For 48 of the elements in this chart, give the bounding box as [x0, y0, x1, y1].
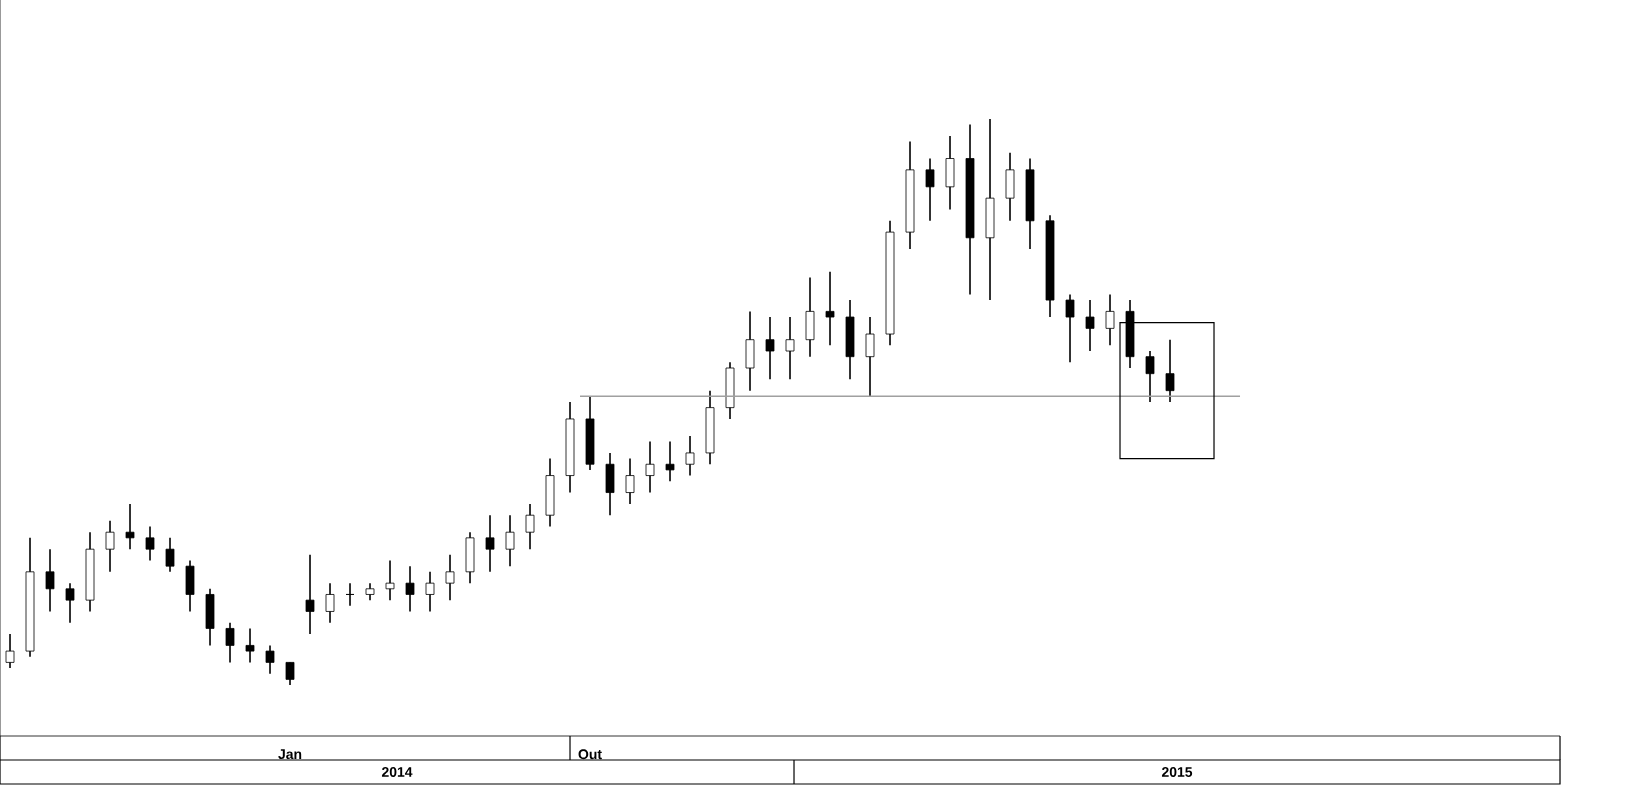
candlestick: [765, 316, 775, 381]
candlestick: [45, 548, 55, 613]
candlestick: [845, 299, 855, 381]
candlestick: [325, 582, 335, 624]
candlestick: [865, 316, 875, 398]
candlestick: [1085, 299, 1095, 352]
candlestick: [785, 316, 795, 381]
candlestick: [825, 270, 835, 347]
candlestick: [1005, 152, 1015, 222]
candlestick: [185, 559, 195, 613]
candlestick: [105, 520, 115, 573]
candlestick: [5, 633, 15, 669]
candlestick: [205, 588, 215, 647]
candlestick: [985, 118, 995, 301]
candlestick: [805, 276, 815, 358]
candlestick: [1165, 338, 1175, 403]
candlestick: [705, 389, 715, 466]
candlestick: [505, 514, 515, 567]
candlestick: [265, 644, 275, 675]
candlestick: [405, 565, 415, 613]
candlestick: [225, 621, 235, 664]
candlestick: [445, 554, 455, 601]
candlestick: [425, 571, 435, 613]
candlestick: [485, 514, 495, 573]
candlestick: [685, 435, 695, 477]
candlestick: [465, 531, 475, 584]
candlestick: [525, 503, 535, 550]
candlestick: [65, 582, 75, 624]
candlestick: [745, 310, 755, 392]
candlestick: [125, 503, 135, 550]
candlestick: [285, 661, 295, 686]
candlestick: [725, 361, 735, 420]
candlestick: [245, 627, 255, 664]
candlestick: [925, 157, 935, 222]
candlestick: [545, 457, 555, 528]
candlestick: [1145, 350, 1155, 403]
candlestick: [625, 457, 635, 505]
candlestick: [1105, 293, 1115, 347]
candlestick: [945, 135, 955, 211]
candlestick: [1065, 293, 1075, 364]
candlestick: [665, 440, 675, 483]
candlestick: [385, 559, 395, 601]
candlestick: [145, 525, 155, 562]
candlestick: [605, 452, 615, 516]
candlestick: [305, 554, 315, 635]
candlestick: [645, 440, 655, 494]
candlestick: [165, 537, 175, 573]
candlestick: [585, 395, 595, 471]
